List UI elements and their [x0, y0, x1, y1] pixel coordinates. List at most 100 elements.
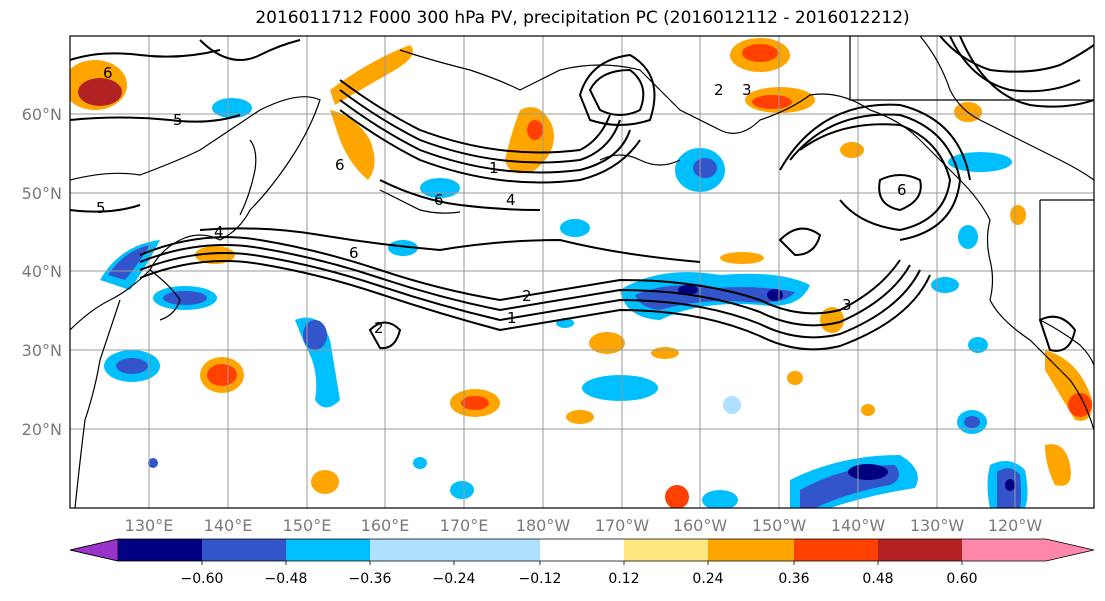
precip-positive-core: [752, 95, 792, 109]
colorbar: −0.60 −0.48 −0.36 −0.24 −0.12 0.12 0.24 …: [69, 538, 1095, 587]
contour-label: 2: [522, 287, 532, 305]
precip-positive-area: [861, 404, 875, 416]
lon-label: 180°W: [516, 516, 571, 535]
lon-label: 120°W: [988, 516, 1043, 535]
colorbar-extend-low: [69, 538, 119, 562]
precip-negative-area: [723, 396, 741, 414]
map-title: 2016011712 F000 300 hPa PV, precipitatio…: [255, 8, 910, 28]
colorbar-tick-label: −0.60: [181, 571, 224, 587]
precip-negative-core: [1005, 479, 1015, 491]
colorbar-tick-label: −0.24: [433, 571, 476, 587]
precip-positive-area: [720, 252, 764, 264]
precip-negative-area: [582, 375, 658, 401]
precip-negative-area: [413, 457, 427, 469]
lon-label: 150°W: [752, 516, 807, 535]
precip-negative-core: [767, 289, 783, 301]
precip-negative-area: [388, 240, 418, 256]
precip-negative-area: [693, 158, 717, 178]
colorbar-tick-label: 0.60: [946, 571, 977, 587]
lon-label: 170°E: [440, 516, 489, 535]
colorbar-ticks: [201, 561, 963, 565]
precip-shading: [70, 38, 1093, 508]
contour-label: 2: [374, 319, 384, 337]
precip-positive-area: [1045, 444, 1071, 486]
colorbar-swatch: [708, 539, 794, 561]
precip-negative-area: [116, 358, 148, 374]
lon-label: 160°W: [673, 516, 728, 535]
precip-positive-area: [787, 371, 803, 385]
precip-positive-area: [665, 485, 689, 508]
colorbar-tick-label: −0.48: [265, 571, 308, 587]
colorbar-swatch: [794, 539, 878, 561]
precip-positive-core: [207, 364, 237, 386]
contour-label: 5: [173, 111, 183, 129]
precip-positive-core: [461, 396, 489, 410]
contour-label: 6: [434, 191, 444, 209]
precip-negative-core: [848, 464, 888, 480]
precip-negative-area: [303, 320, 327, 350]
contour-label: 4: [214, 223, 224, 241]
precip-negative-area: [450, 481, 474, 499]
colorbar-tick-label: 0.24: [692, 571, 723, 587]
contour-label: 3: [842, 296, 852, 314]
precip-positive-area: [651, 347, 679, 359]
colorbar-tick-label: 0.12: [608, 571, 639, 587]
colorbar-swatch: [118, 539, 202, 561]
pv-contours: [70, 36, 1094, 352]
colorbar-swatch: [202, 539, 286, 561]
contour-label: 3: [742, 81, 752, 99]
precip-negative-area: [702, 490, 738, 508]
lat-label-20n: 20°N: [22, 420, 62, 439]
precip-positive-core: [1068, 393, 1092, 417]
colorbar-swatch: [540, 539, 624, 561]
precip-negative-area: [958, 225, 978, 249]
precip-positive-area: [589, 332, 625, 354]
precip-positive-area: [566, 410, 594, 424]
lon-label: 130°W: [910, 516, 965, 535]
colorbar-tick-label: 0.36: [778, 571, 809, 587]
map-frame: [69, 35, 1095, 509]
colorbar-tick-label: 0.48: [862, 571, 893, 587]
precip-positive-area: [195, 246, 235, 264]
colorbar-swatch: [878, 539, 962, 561]
map-panel: 1 2 3 4 5 6 2 6 6 6 3 5 6 1 2 4: [70, 36, 1094, 508]
contour-label: 6: [349, 244, 359, 262]
precip-positive-core: [742, 44, 778, 62]
contour-label: 1: [489, 159, 499, 177]
latitude-labels: 60°N 50°N 40°N 30°N 20°N: [22, 105, 62, 439]
lon-label: 130°E: [125, 516, 174, 535]
contour-labels: 1 2 3 4 5 6 2 6 6 6 3 5 6 1 2 4: [96, 64, 907, 337]
precip-positive-area: [311, 470, 339, 494]
precip-negative-area: [964, 416, 980, 428]
colorbar-tick-label: −0.12: [519, 571, 562, 587]
colorbar-swatch: [286, 539, 370, 561]
contour-label: 6: [897, 181, 907, 199]
lon-label: 150°E: [283, 516, 332, 535]
contour-label: 5: [96, 199, 106, 217]
lat-label-40n: 40°N: [22, 262, 62, 281]
contour-label: 2: [714, 81, 724, 99]
precip-negative-area: [212, 98, 252, 118]
lon-label: 140°E: [204, 516, 253, 535]
contour-label: 4: [506, 191, 516, 209]
lat-label-50n: 50°N: [22, 184, 62, 203]
precip-positive-area: [1010, 205, 1026, 225]
contour-label: 6: [103, 64, 113, 82]
precip-positive-area: [330, 110, 375, 180]
precip-positive-core: [78, 78, 122, 106]
lon-label: 140°W: [831, 516, 886, 535]
precip-positive-area: [840, 142, 864, 158]
colorbar-swatch: [624, 539, 708, 561]
precip-positive-area: [330, 45, 413, 105]
precip-negative-area: [931, 277, 959, 293]
lon-label: 170°W: [595, 516, 650, 535]
contour-label: 6: [335, 156, 345, 174]
precip-negative-core: [678, 285, 698, 295]
lon-label: 160°E: [361, 516, 410, 535]
precip-negative-area: [148, 458, 158, 468]
colorbar-extend-high: [962, 539, 1094, 561]
colorbar-swatch: [454, 539, 540, 561]
lat-label-60n: 60°N: [22, 105, 62, 124]
colorbar-tick-label: −0.36: [349, 571, 392, 587]
